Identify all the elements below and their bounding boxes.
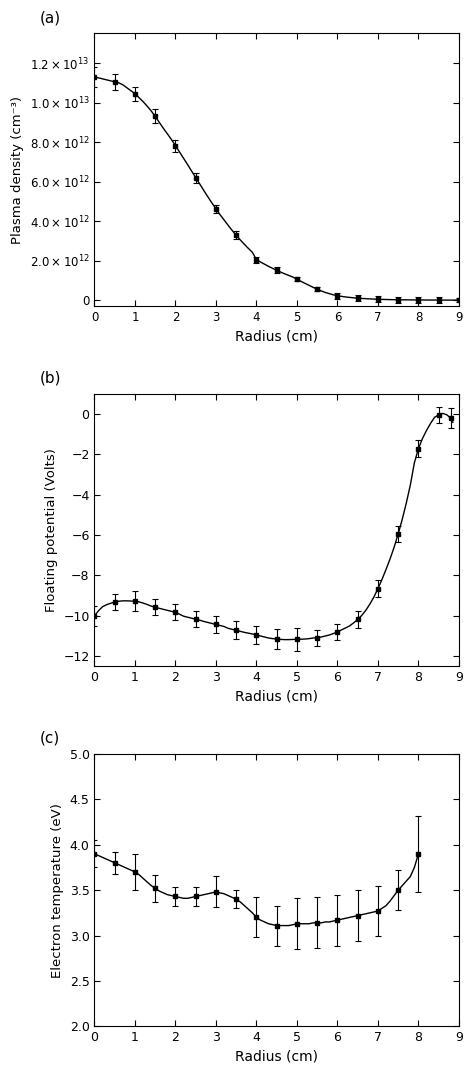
Y-axis label: Electron temperature (eV): Electron temperature (eV) bbox=[51, 803, 64, 977]
Text: (c): (c) bbox=[40, 731, 60, 746]
Y-axis label: Plasma density (cm⁻³): Plasma density (cm⁻³) bbox=[11, 96, 24, 244]
X-axis label: Radius (cm): Radius (cm) bbox=[235, 330, 318, 344]
Text: (b): (b) bbox=[40, 371, 61, 386]
X-axis label: Radius (cm): Radius (cm) bbox=[235, 690, 318, 704]
X-axis label: Radius (cm): Radius (cm) bbox=[235, 1050, 318, 1064]
Y-axis label: Floating potential (Volts): Floating potential (Volts) bbox=[45, 448, 58, 612]
Text: (a): (a) bbox=[40, 11, 61, 25]
